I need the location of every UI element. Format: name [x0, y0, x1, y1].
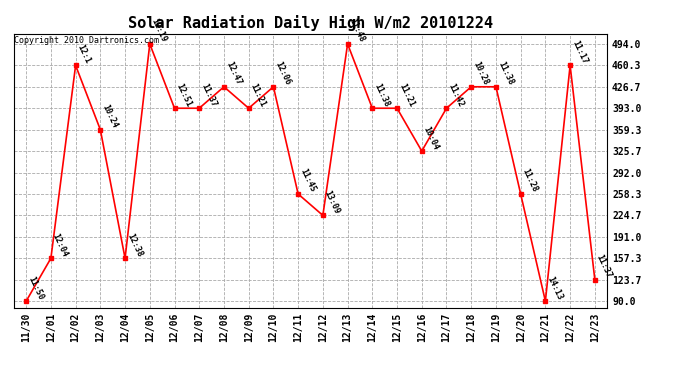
- Text: 11:45: 11:45: [298, 168, 317, 194]
- Text: 12:38: 12:38: [125, 232, 144, 258]
- Text: 10:24: 10:24: [100, 103, 119, 130]
- Text: 11:17: 11:17: [570, 39, 589, 65]
- Text: 11:42: 11:42: [446, 82, 465, 108]
- Text: 11:50: 11:50: [26, 274, 45, 301]
- Text: 10:28: 10:28: [471, 60, 490, 87]
- Title: Solar Radiation Daily High W/m2 20101224: Solar Radiation Daily High W/m2 20101224: [128, 15, 493, 31]
- Text: 12:47: 12:47: [224, 60, 243, 87]
- Text: 12:19: 12:19: [150, 18, 168, 44]
- Text: 11:21: 11:21: [397, 82, 416, 108]
- Text: 12:51: 12:51: [175, 82, 193, 108]
- Text: 12:1: 12:1: [76, 44, 92, 65]
- Text: 10:04: 10:04: [422, 124, 440, 151]
- Text: 11:48: 11:48: [348, 18, 366, 44]
- Text: 11:38: 11:38: [373, 82, 391, 108]
- Text: 12:04: 12:04: [51, 232, 70, 258]
- Text: 11:37: 11:37: [199, 82, 218, 108]
- Text: 11:28: 11:28: [521, 168, 540, 194]
- Text: 11:21: 11:21: [248, 82, 268, 108]
- Text: Copyright 2010 Dartronics.com: Copyright 2010 Dartronics.com: [14, 36, 159, 45]
- Text: 11:37: 11:37: [595, 253, 613, 280]
- Text: 14:13: 14:13: [545, 274, 564, 301]
- Text: 12:06: 12:06: [273, 60, 292, 87]
- Text: 13:09: 13:09: [323, 189, 342, 215]
- Text: 11:38: 11:38: [496, 60, 515, 87]
